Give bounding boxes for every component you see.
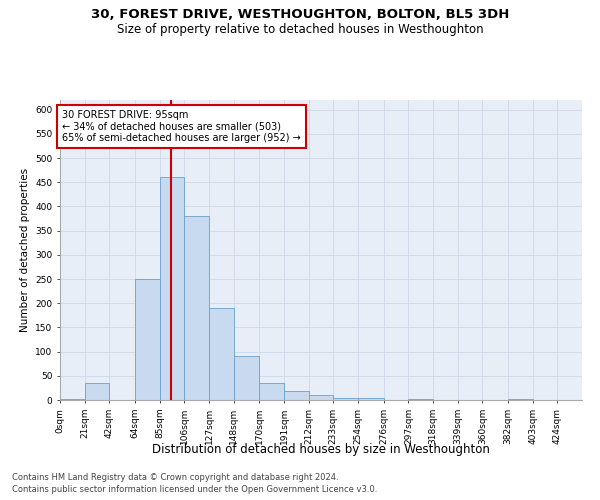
Bar: [135, 279, 160, 400]
Text: Size of property relative to detached houses in Westhoughton: Size of property relative to detached ho…: [116, 22, 484, 36]
Bar: [358, 398, 384, 400]
Bar: [85, 383, 109, 400]
Text: Distribution of detached houses by size in Westhoughton: Distribution of detached houses by size …: [152, 442, 490, 456]
Bar: [409, 398, 433, 400]
Text: 30, FOREST DRIVE, WESTHOUGHTON, BOLTON, BL5 3DH: 30, FOREST DRIVE, WESTHOUGHTON, BOLTON, …: [91, 8, 509, 20]
Bar: [184, 216, 209, 400]
Bar: [160, 178, 184, 400]
Y-axis label: Number of detached properties: Number of detached properties: [20, 168, 29, 332]
Bar: [60, 399, 85, 400]
Bar: [308, 395, 334, 400]
Text: 30 FOREST DRIVE: 95sqm
← 34% of detached houses are smaller (503)
65% of semi-de: 30 FOREST DRIVE: 95sqm ← 34% of detached…: [62, 110, 301, 143]
Bar: [284, 392, 308, 400]
Bar: [259, 383, 284, 400]
Text: Contains public sector information licensed under the Open Government Licence v3: Contains public sector information licen…: [12, 485, 377, 494]
Bar: [209, 308, 233, 400]
Bar: [334, 398, 358, 400]
Bar: [508, 398, 533, 400]
Text: Contains HM Land Registry data © Crown copyright and database right 2024.: Contains HM Land Registry data © Crown c…: [12, 472, 338, 482]
Bar: [233, 356, 259, 400]
